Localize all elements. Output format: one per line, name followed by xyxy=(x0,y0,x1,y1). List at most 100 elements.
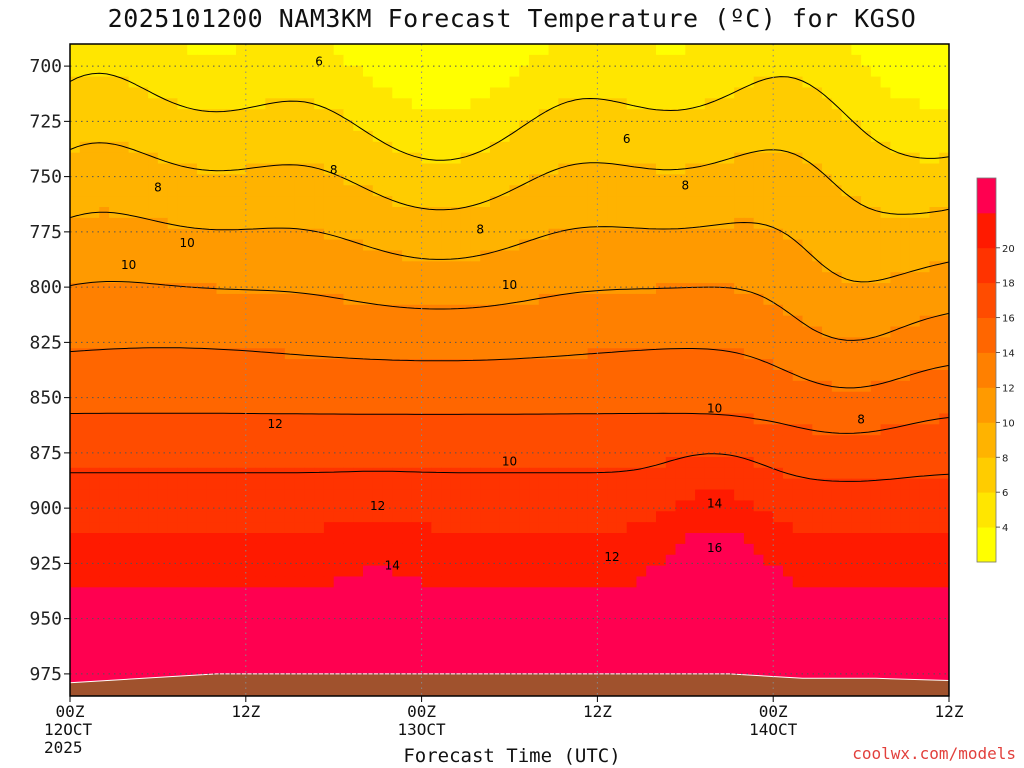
temperature-cell xyxy=(167,120,179,132)
temperature-cell xyxy=(89,261,100,273)
temperature-cell xyxy=(587,76,598,89)
temperature-cell xyxy=(353,413,364,425)
temperature-cell xyxy=(236,98,247,110)
temperature-cell xyxy=(363,283,374,295)
temperature-cell xyxy=(909,217,921,230)
temperature-cell xyxy=(831,467,843,480)
temperature-cell xyxy=(79,380,91,393)
temperature-cell xyxy=(597,163,608,175)
temperature-cell xyxy=(441,413,452,425)
temperature-cell xyxy=(714,446,725,458)
temperature-cell xyxy=(607,348,618,360)
temperature-cell xyxy=(275,630,286,643)
temperature-cell xyxy=(900,630,911,643)
temperature-cell xyxy=(353,272,364,284)
temperature-cell xyxy=(236,348,247,360)
temperature-cell xyxy=(206,185,218,197)
temperature-cell xyxy=(753,467,765,480)
temperature-cell xyxy=(421,326,432,338)
temperature-cell xyxy=(353,641,364,654)
temperature-cell xyxy=(284,65,296,78)
temperature-cell xyxy=(724,576,735,588)
temperature-cell xyxy=(421,185,432,197)
temperature-cell xyxy=(509,272,520,284)
temperature-cell xyxy=(909,98,921,110)
temperature-cell xyxy=(157,293,169,306)
temperature-cell xyxy=(245,261,257,273)
temperature-cell xyxy=(138,370,149,382)
temperature-cell xyxy=(861,413,872,425)
temperature-cell xyxy=(685,54,696,67)
temperature-cell xyxy=(802,522,813,534)
temperature-cell xyxy=(226,587,237,599)
temperature-cell xyxy=(909,446,921,458)
temperature-cell xyxy=(226,598,237,610)
temperature-cell xyxy=(519,272,530,284)
temperature-cell xyxy=(392,370,403,382)
temperature-cell xyxy=(236,619,247,632)
temperature-cell xyxy=(509,152,520,165)
temperature-cell xyxy=(304,456,315,469)
temperature-cell xyxy=(656,565,667,578)
temperature-cell xyxy=(890,261,901,273)
temperature-cell xyxy=(79,587,91,599)
temperature-cell xyxy=(187,446,198,458)
temperature-cell xyxy=(157,304,169,317)
temperature-cell xyxy=(284,272,296,284)
temperature-cell xyxy=(265,619,276,632)
temperature-cell xyxy=(245,587,257,599)
temperature-cell xyxy=(646,413,657,425)
temperature-cell xyxy=(314,446,325,458)
temperature-cell xyxy=(196,554,208,567)
temperature-cell xyxy=(577,576,589,588)
temperature-cell xyxy=(157,565,169,578)
temperature-cell xyxy=(675,522,686,534)
temperature-cell xyxy=(919,511,931,523)
temperature-cell xyxy=(675,435,686,447)
temperature-cell xyxy=(577,587,589,599)
temperature-cell xyxy=(138,489,149,501)
temperature-cell xyxy=(294,446,305,458)
temperature-cell xyxy=(626,217,638,230)
temperature-cell xyxy=(206,456,218,469)
temperature-cell xyxy=(802,293,813,306)
temperature-cell xyxy=(196,522,208,534)
temperature-cell xyxy=(431,315,442,328)
temperature-cell xyxy=(792,413,804,425)
temperature-cell xyxy=(841,565,852,578)
temperature-cell xyxy=(128,500,139,512)
temperature-cell xyxy=(538,511,550,523)
temperature-cell xyxy=(568,348,579,360)
temperature-cell xyxy=(70,576,81,588)
temperature-cell xyxy=(909,337,921,349)
temperature-cell xyxy=(177,326,188,338)
temperature-cell xyxy=(450,315,462,328)
temperature-cell xyxy=(177,609,188,621)
temperature-cell xyxy=(275,641,286,654)
temperature-cell xyxy=(265,65,276,78)
temperature-cell xyxy=(323,533,335,545)
temperature-cell xyxy=(255,467,266,480)
temperature-cell xyxy=(822,261,833,273)
temperature-cell xyxy=(812,533,823,545)
temperature-cell xyxy=(685,511,696,523)
temperature-cell xyxy=(372,304,384,317)
temperature-cell xyxy=(480,402,491,415)
temperature-cell xyxy=(441,87,452,99)
temperature-cell xyxy=(665,130,677,143)
temperature-cell xyxy=(509,489,520,501)
temperature-cell xyxy=(196,130,208,143)
temperature-cell xyxy=(558,402,569,415)
temperature-cell xyxy=(763,304,774,317)
temperature-cell xyxy=(99,402,110,415)
temperature-cell xyxy=(275,413,286,425)
temperature-cell xyxy=(177,348,188,360)
temperature-cell xyxy=(109,141,120,154)
temperature-cell xyxy=(529,630,540,643)
temperature-cell xyxy=(177,522,188,534)
temperature-cell xyxy=(79,402,91,415)
temperature-cell xyxy=(226,522,237,534)
temperature-cell xyxy=(890,609,901,621)
temperature-cell xyxy=(763,554,774,567)
temperature-cell xyxy=(558,185,569,197)
